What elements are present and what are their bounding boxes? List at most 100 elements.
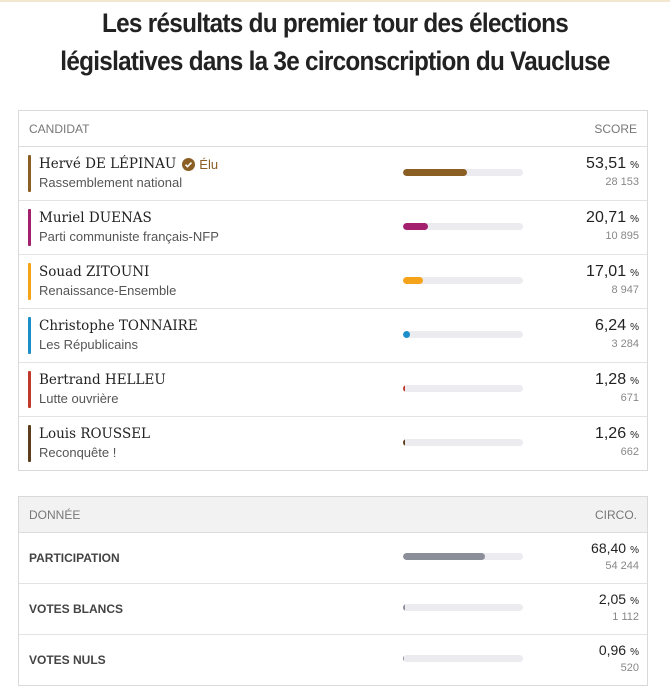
column-header: SCORE bbox=[594, 121, 637, 136]
score-value: 53,51 bbox=[586, 155, 627, 172]
party-name: Les Républicains bbox=[39, 337, 139, 352]
row-label: VOTES BLANCS bbox=[29, 602, 124, 616]
bar-track bbox=[403, 553, 523, 560]
bar bbox=[403, 169, 468, 176]
vote-count: 10 895 bbox=[605, 230, 639, 242]
bar bbox=[403, 604, 406, 611]
score-value: 6,24 bbox=[594, 317, 627, 334]
candidate-name: Muriel DUENAS bbox=[39, 210, 152, 226]
party-stripe bbox=[28, 425, 31, 462]
score: 68,40% bbox=[591, 540, 639, 556]
candidate-row: Bertrand HELLEU Lutte ouvrière 1,28% 671 bbox=[19, 363, 647, 417]
bar bbox=[403, 655, 405, 662]
vote-count: 3 284 bbox=[611, 338, 639, 350]
vote-count: 662 bbox=[620, 446, 639, 458]
vote-count: 520 bbox=[620, 662, 639, 674]
table-header: DONNÉE CIRCO. bbox=[19, 497, 647, 533]
party-stripe bbox=[28, 155, 31, 192]
candidate-name: Bertrand HELLEU bbox=[39, 372, 166, 388]
bar-track bbox=[403, 439, 523, 446]
bar bbox=[403, 385, 405, 392]
candidate-row: Hervé DE LÉPINAU Élu Rassemblement nationa… bbox=[19, 147, 647, 201]
percent-sign: % bbox=[630, 160, 639, 171]
bar bbox=[403, 331, 411, 338]
percent-sign: % bbox=[630, 545, 639, 556]
row-label: PARTICIPATION bbox=[29, 551, 120, 565]
percent-sign: % bbox=[630, 596, 639, 607]
vote-count: 1 112 bbox=[612, 611, 639, 623]
bar bbox=[403, 553, 486, 560]
candidate-name: Louis ROUSSEL bbox=[39, 426, 150, 442]
vote-count: 8 947 bbox=[611, 284, 639, 296]
name-text: Muriel DUENAS bbox=[39, 210, 152, 226]
candidate-name: Christophe TONNAIRE bbox=[39, 318, 198, 334]
score: 17,01% bbox=[586, 263, 639, 281]
bar-track bbox=[403, 277, 523, 284]
percent-sign: % bbox=[630, 430, 639, 441]
candidate-row: Christophe TONNAIRE Les Républicains 6,24%… bbox=[19, 309, 647, 363]
name-text: Christophe TONNAIRE bbox=[39, 318, 198, 334]
score-value: 17,01 bbox=[586, 263, 627, 280]
bar-track bbox=[403, 223, 523, 230]
bar-track bbox=[403, 604, 523, 611]
candidate-row: Louis ROUSSEL Reconquête ! 1,26% 662 bbox=[19, 417, 647, 470]
vote-count: 54 244 bbox=[605, 560, 639, 572]
score-value: 2,05 bbox=[598, 591, 627, 607]
party-stripe bbox=[28, 371, 31, 408]
bar bbox=[403, 439, 405, 446]
bar-track bbox=[403, 385, 523, 392]
score: 53,51% bbox=[586, 155, 639, 173]
party-name: Lutte ouvrière bbox=[39, 391, 119, 406]
column-header: DONNÉE bbox=[29, 507, 81, 522]
candidate-row: Muriel DUENAS Parti communiste français-N… bbox=[19, 201, 647, 255]
score: 1,28% bbox=[595, 371, 639, 389]
bar bbox=[403, 277, 424, 284]
vote-count: 28 153 bbox=[605, 176, 639, 188]
score: 6,24% bbox=[595, 317, 639, 335]
name-text: Bertrand HELLEU bbox=[39, 372, 166, 388]
party-stripe bbox=[28, 209, 31, 246]
check-icon bbox=[182, 157, 196, 171]
vote-count: 671 bbox=[620, 392, 639, 404]
percent-sign: % bbox=[630, 214, 639, 225]
party-stripe bbox=[28, 317, 31, 354]
party-name: Rassemblement national bbox=[39, 175, 183, 190]
table-header: CANDIDAT SCORE bbox=[19, 111, 647, 147]
party-name: Parti communiste français-NFP bbox=[39, 229, 219, 244]
percent-sign: % bbox=[630, 647, 639, 658]
score-value: 20,71 bbox=[586, 209, 627, 226]
page-title: Les résultats du premier tour des électi… bbox=[60, 8, 610, 76]
name-text: Hervé DE LÉPINAU bbox=[39, 156, 177, 172]
bar-track bbox=[403, 169, 523, 176]
score-value: 1,28 bbox=[594, 371, 627, 388]
percent-sign: % bbox=[630, 376, 639, 387]
score: 2,05% bbox=[599, 591, 639, 607]
row-label: VOTES NULS bbox=[29, 653, 106, 667]
candidates-table: CANDIDAT SCORE Hervé DE LÉPINAU Élu Rassem… bbox=[18, 110, 648, 471]
percent-sign: % bbox=[630, 322, 639, 333]
party-name: Renaissance-Ensemble bbox=[39, 283, 177, 298]
candidate-name: Souad ZITOUNI bbox=[39, 264, 149, 280]
name-text: Louis ROUSSEL bbox=[39, 426, 151, 442]
turnout-row: VOTES NULS 0,96% 520 bbox=[19, 635, 647, 685]
score-value: 0,96 bbox=[598, 642, 627, 658]
score: 0,96% bbox=[599, 642, 639, 658]
elected-label: Élu bbox=[199, 156, 219, 172]
party-name: Reconquête ! bbox=[39, 445, 117, 460]
candidate-name: Hervé DE LÉPINAU Élu bbox=[39, 156, 218, 172]
turnout-table: DONNÉE CIRCO. PARTICIPATION 68,40% 54 244 V… bbox=[18, 496, 648, 686]
party-stripe bbox=[28, 263, 31, 300]
top-line bbox=[0, 0, 670, 2]
bar bbox=[403, 223, 428, 230]
percent-sign: % bbox=[630, 268, 639, 279]
score: 20,71% bbox=[586, 209, 639, 227]
turnout-row: VOTES BLANCS 2,05% 1 112 bbox=[19, 584, 647, 635]
bar-track bbox=[403, 331, 523, 338]
column-header: CIRCO. bbox=[595, 507, 637, 522]
elected-badge: Élu bbox=[182, 157, 218, 172]
bar-track bbox=[403, 655, 523, 662]
score-value: 68,40 bbox=[591, 540, 627, 556]
turnout-row: PARTICIPATION 68,40% 54 244 bbox=[19, 533, 647, 584]
column-header: CANDIDAT bbox=[29, 121, 90, 136]
